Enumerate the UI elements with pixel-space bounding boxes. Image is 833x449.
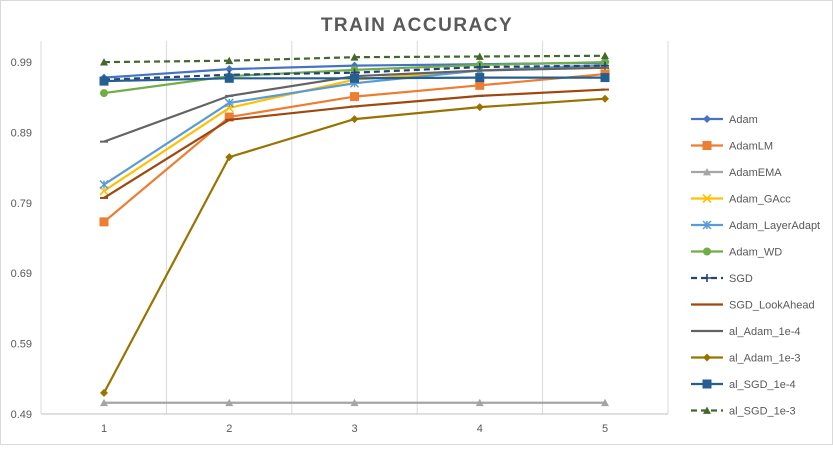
- legend-item: al_Adam_1e-4: [691, 326, 801, 338]
- legend-label: al_SGD_1e-3: [729, 406, 796, 418]
- legend-label: Adam_WD: [729, 247, 782, 259]
- data-point: [99, 217, 109, 227]
- y-tick-label: 0.69: [11, 268, 32, 280]
- data-point: [475, 398, 484, 407]
- legend-item: Adam_GAcc: [691, 194, 791, 206]
- legend-item: al_SGD_1e-3: [691, 406, 796, 418]
- data-point: [99, 76, 109, 86]
- data-point: [350, 398, 359, 407]
- series-group: [99, 51, 610, 407]
- y-tick-label: 0.79: [11, 198, 32, 210]
- data-point: [100, 89, 108, 98]
- data-point: [601, 398, 609, 407]
- legend: Adam AdamLM AdamEMA Adam_GAcc Adam_LayerAdap…: [691, 114, 820, 418]
- legend-item: Adam: [691, 114, 758, 126]
- data-point: [601, 94, 609, 103]
- legend-label: AdamEMA: [729, 167, 782, 179]
- data-point: [100, 398, 108, 407]
- chart-title: TRAIN ACCURACY: [321, 15, 513, 36]
- legend-item: SGD: [691, 273, 753, 285]
- series-SGD_LookAhead: [100, 88, 609, 199]
- legend-label: al_Adam_1e-3: [729, 353, 801, 365]
- y-tick-label: 0.89: [11, 127, 32, 139]
- data-point: [224, 112, 234, 122]
- legend-item: AdamEMA: [691, 167, 782, 179]
- data-point: [225, 153, 234, 162]
- data-point: [350, 115, 359, 124]
- legend-swatch-marker: [703, 115, 711, 123]
- x-tick-label: 1: [101, 423, 107, 435]
- legend-label: al_SGD_1e-4: [729, 379, 796, 391]
- legend-label: al_Adam_1e-4: [729, 326, 801, 338]
- data-point: [600, 73, 610, 83]
- y-tick-label: 0.99: [11, 57, 32, 69]
- x-tick-label: 5: [602, 423, 608, 435]
- legend-swatch-marker: [702, 220, 712, 230]
- data-point: [475, 103, 484, 112]
- legend-label: SGD_LookAhead: [729, 300, 815, 312]
- series-line: [103, 97, 606, 394]
- legend-item: Adam_LayerAdapt: [691, 220, 820, 232]
- y-tick-label: 0.59: [11, 339, 32, 351]
- data-point: [475, 73, 485, 83]
- data-point: [350, 53, 359, 61]
- legend-label: SGD: [729, 273, 753, 285]
- data-point: [99, 180, 109, 190]
- series-al_Adam_1e-3: [100, 94, 609, 397]
- legend-swatch-marker: [703, 168, 711, 176]
- legend-swatch-marker: [703, 353, 711, 362]
- data-point: [225, 56, 234, 65]
- data-point: [350, 92, 359, 102]
- data-point: [100, 388, 108, 397]
- legend-item: al_SGD_1e-4: [691, 379, 796, 391]
- legend-swatch-marker: [703, 406, 711, 414]
- legend-label: Adam_GAcc: [729, 194, 791, 206]
- legend-item: AdamLM: [691, 141, 773, 153]
- legend-swatch-marker: [702, 141, 712, 150]
- x-tick-label: 2: [226, 423, 232, 435]
- legend-item: al_Adam_1e-3: [691, 353, 801, 365]
- legend-label: Adam: [729, 114, 758, 126]
- data-point: [224, 98, 234, 108]
- axes: 0.49 0.59 0.69 0.79 0.89 0.99 1 2 3 4 5: [11, 57, 668, 435]
- series-al_SGD_1e-4: [99, 73, 610, 86]
- legend-swatch-marker: [703, 247, 711, 256]
- legend-swatch-marker: [702, 193, 712, 204]
- data-point: [475, 80, 485, 90]
- data-point: [601, 51, 609, 60]
- y-tick-label: 0.49: [11, 409, 32, 421]
- legend-swatch-marker: [703, 274, 711, 282]
- legend-item: Adam_WD: [691, 247, 782, 259]
- data-point: [350, 73, 359, 83]
- legend-swatch-marker: [702, 379, 712, 389]
- data-point: [100, 58, 108, 66]
- legend-label: Adam_LayerAdapt: [729, 220, 820, 232]
- series-al_SGD_1e-3: [100, 51, 609, 66]
- data-point: [475, 52, 484, 60]
- data-point: [225, 398, 234, 407]
- data-point: [225, 65, 234, 74]
- data-point: [224, 73, 234, 83]
- legend-label: AdamLM: [729, 141, 773, 153]
- series-AdamEMA: [100, 398, 609, 407]
- legend-item: SGD_LookAhead: [691, 300, 815, 312]
- x-tick-label: 4: [477, 423, 483, 435]
- x-tick-label: 3: [351, 423, 357, 435]
